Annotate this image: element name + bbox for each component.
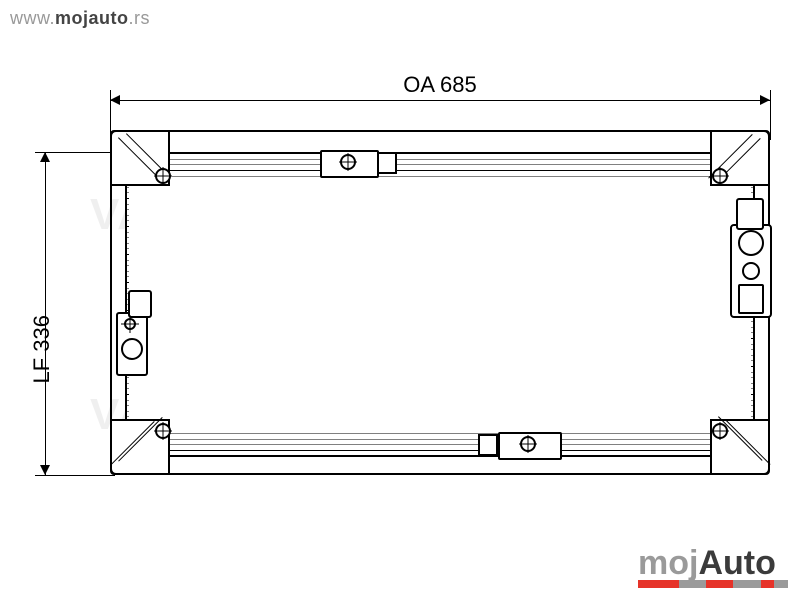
- mount-tab-top-small: [377, 152, 397, 174]
- bolt-hole: [340, 154, 356, 170]
- url-prefix: www.: [10, 8, 55, 28]
- fitting-right-top: [736, 198, 764, 230]
- dim-height-label: LF 336: [29, 315, 55, 384]
- dim-height-arrow-up: [40, 152, 50, 162]
- fitting-left-neck: [128, 290, 152, 318]
- dim-height-line: [45, 152, 46, 475]
- fitting-right-base: [738, 284, 764, 314]
- bolt-hole: [155, 168, 171, 184]
- fitting-left-port: [121, 338, 143, 360]
- dim-width-line: [110, 100, 770, 101]
- dim-height-tick-bottom: [35, 475, 115, 476]
- dim-width-arrow-left: [110, 95, 120, 105]
- logo-part-moj: moj: [638, 544, 698, 582]
- bolt-hole: [155, 423, 171, 439]
- dim-width-label: OA 685: [403, 72, 476, 98]
- bolt-hole: [520, 436, 536, 452]
- url-tld: .rs: [129, 8, 151, 28]
- dim-width-tick-right: [770, 90, 771, 140]
- logo-part-auto: Auto: [698, 544, 775, 582]
- logo-strip: [638, 580, 788, 588]
- fitting-right-port-large: [738, 230, 764, 256]
- dim-height-arrow-down: [40, 465, 50, 475]
- dim-width-arrow-right: [760, 95, 770, 105]
- condenser-core: [125, 152, 755, 457]
- figure-canvas: { "page_url": { "prefix": "www.", "main"…: [0, 0, 800, 600]
- fitting-right-port-small: [742, 262, 760, 280]
- bolt-hole: [712, 423, 728, 439]
- page-url: www.mojauto.rs: [10, 8, 150, 29]
- fitting-left-bolt: [124, 318, 136, 330]
- mount-tab-bottom-small: [478, 434, 498, 456]
- bolt-hole: [712, 168, 728, 184]
- mojauto-logo: mojAuto: [638, 548, 788, 588]
- url-main: mojauto: [55, 8, 129, 28]
